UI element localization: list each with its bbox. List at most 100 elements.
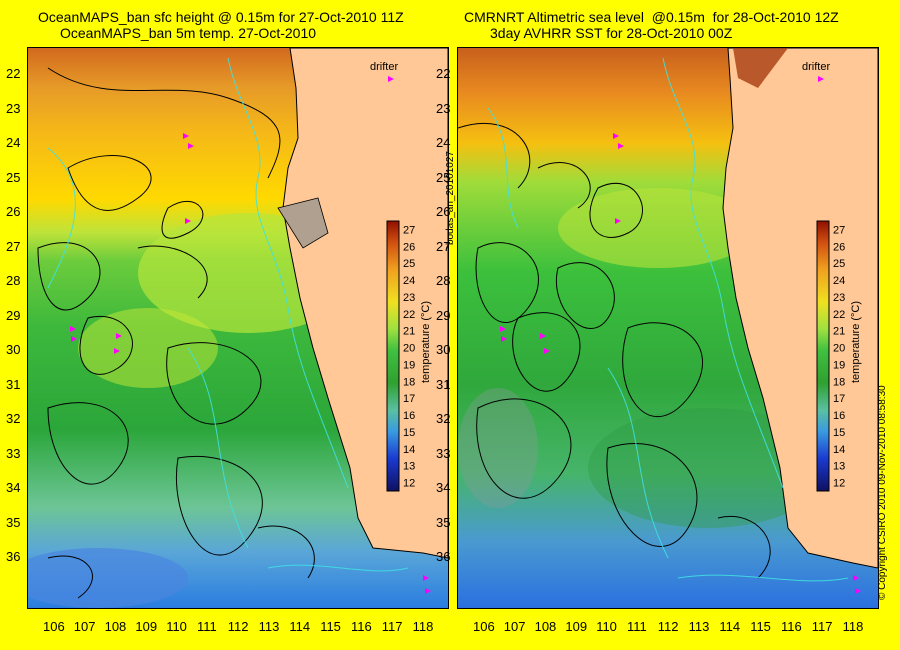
lat-tick-label: 33	[6, 445, 21, 461]
lon-tick-label: 107	[73, 619, 96, 634]
lon-tick-label: 115	[320, 619, 341, 634]
lon-tick-label: 114	[289, 619, 311, 634]
left-title-line2: OceanMAPS_ban 5m temp. 27-Oct-2010	[60, 25, 317, 41]
colorbar-tick-label: 15	[833, 427, 845, 439]
left-map-svg: drifter 12 13 14 15 16 17 18 19 20 21 22 23 24 25 26 27…	[28, 48, 448, 608]
lon-tick-label: 112	[657, 619, 679, 634]
colorbar-tick-label: 17	[403, 393, 415, 405]
colorbar-tick-label: 17	[833, 393, 845, 405]
lat-tick-label: 30	[436, 342, 451, 357]
left-map-panel: drifter 12 13 14 15 16 17 18 19 20 21 22 23 24 25 26 27…	[27, 47, 449, 609]
lat-tick-label: 27	[436, 238, 451, 254]
lon-tick-label: 109	[135, 619, 158, 634]
colorbar-tick-label: 13	[403, 461, 415, 473]
lon-tick-label: 112	[227, 619, 249, 634]
lat-tick-label: 24	[6, 135, 21, 150]
colorbar-tick-label: 22	[403, 309, 415, 321]
lon-tick-label: 113	[258, 619, 280, 634]
lat-tick-label: 31	[6, 376, 21, 392]
colorbar-tick-label: 26	[403, 241, 415, 253]
bodas-label: bodas_an_20101027	[445, 151, 456, 245]
lat-tick-label: 22	[6, 66, 21, 81]
lat-tick-label: 23	[436, 100, 451, 116]
lon-tick-label: 117	[381, 619, 403, 634]
colorbar-tick-label: 23	[403, 292, 415, 304]
lat-tick-label: 34	[6, 480, 21, 495]
colorbar-tick-label: 14	[833, 444, 845, 456]
lon-tick-label: 113	[688, 619, 710, 634]
lat-tick-label: 33	[436, 445, 451, 461]
colorbar-tick-label: 21	[833, 326, 845, 338]
colorbar-tick-label: 19	[403, 359, 415, 371]
colorbar-tick-label: 20	[403, 343, 415, 355]
lon-tick-label: 110	[166, 619, 187, 634]
lat-tick-label: 28	[6, 273, 21, 288]
lat-tick-label: 22	[436, 66, 451, 81]
lon-tick-label: 109	[565, 619, 588, 634]
colorbar-tick-label: 18	[403, 376, 415, 388]
lon-tick-label: 110	[596, 619, 617, 634]
colorbar-title-right: temperature (°C)	[850, 301, 862, 383]
colorbar-tick-label: 20	[833, 343, 845, 355]
colorbar-tick-label: 26	[833, 241, 845, 253]
colorbar-tick-label: 18	[833, 376, 845, 388]
lat-tick-label: 28	[436, 273, 451, 288]
colorbar-ticks-left: 12 13 14 15 16 17 18 19 20 21 22 23 24 25 26 27	[403, 224, 415, 489]
colorbar-tick-label: 24	[403, 275, 415, 287]
lon-tick-label: 116	[351, 619, 372, 634]
lat-tick-label: 24	[436, 135, 451, 150]
colorbar-ticks-right: 12 13 14 15 16 17 18 19 20 21 22 23 24 25 26 27	[833, 224, 845, 489]
lat-tick-label: 26	[436, 204, 451, 219]
colorbar-tick-label: 15	[403, 427, 415, 439]
colorbar-tick-label: 25	[403, 258, 415, 270]
lon-tick-label: 118	[842, 619, 864, 634]
lat-tick-label: 25	[436, 169, 451, 185]
colorbar-tick-label: 27	[403, 224, 415, 236]
right-title-line2: 3day AVHRR SST for 28-Oct-2010 00Z	[490, 25, 733, 41]
colorbar-tick-label: 16	[403, 410, 415, 422]
colorbar-tick-label: 14	[403, 444, 415, 456]
drifter-label-right: drifter	[802, 61, 830, 73]
drifter-label-left: drifter	[370, 61, 398, 73]
lat-tick-label: 34	[436, 480, 451, 495]
lon-tick-label: 107	[503, 619, 526, 634]
colorbar-tick-label: 23	[833, 292, 845, 304]
lat-tick-label: 31	[436, 376, 451, 392]
colorbar-right	[816, 220, 830, 492]
right-map-panel: drifter 12 13 14 15 16 17 18 19 20 21 22 23 24 25 26 27…	[457, 47, 879, 609]
left-title-line1: OceanMAPS_ban sfc height @ 0.15m for 27-…	[38, 9, 404, 25]
lon-tick-label: 111	[627, 619, 647, 634]
lat-tick-label: 36	[6, 549, 21, 564]
lon-tick-label: 106	[473, 619, 495, 634]
colorbar-tick-label: 12	[833, 478, 845, 490]
lon-tick-label: 106	[43, 619, 65, 634]
lon-tick-label: 116	[781, 619, 802, 634]
lat-tick-label: 26	[6, 204, 21, 219]
lat-tick-label: 23	[6, 100, 21, 116]
colorbar-left	[386, 220, 400, 492]
lon-tick-label: 118	[412, 619, 434, 634]
lat-tick-label: 29	[6, 307, 21, 323]
copyright-label: © Copyright CSIRO 2010 09-Nov-2010 08:58…	[877, 385, 888, 600]
lat-tick-label: 29	[436, 307, 451, 323]
colorbar-tick-label: 27	[833, 224, 845, 236]
colorbar-tick-label: 22	[833, 309, 845, 321]
lon-tick-label: 114	[719, 619, 741, 634]
right-map-svg: drifter 12 13 14 15 16 17 18 19 20 21 22 23 24 25 26 27…	[458, 48, 878, 608]
colorbar-tick-label: 19	[833, 359, 845, 371]
lat-tick-label: 36	[436, 549, 451, 564]
colorbar-tick-label: 16	[833, 410, 845, 422]
right-title-line1: CMRNRT Altimetric sea level @0.15m for 2…	[464, 9, 839, 25]
lon-tick-label: 108	[534, 619, 557, 634]
lon-tick-label: 117	[811, 619, 833, 634]
colorbar-tick-label: 13	[833, 461, 845, 473]
lat-tick-label: 35	[6, 514, 21, 530]
colorbar-tick-label: 24	[833, 275, 845, 287]
lon-tick-label: 115	[750, 619, 771, 634]
colorbar-tick-label: 21	[403, 326, 415, 338]
lat-tick-label: 35	[436, 514, 451, 530]
colorbar-tick-label: 12	[403, 478, 415, 490]
colorbar-tick-label: 25	[833, 258, 845, 270]
lat-tick-label: 27	[6, 238, 21, 254]
lat-tick-label: 25	[6, 169, 21, 185]
